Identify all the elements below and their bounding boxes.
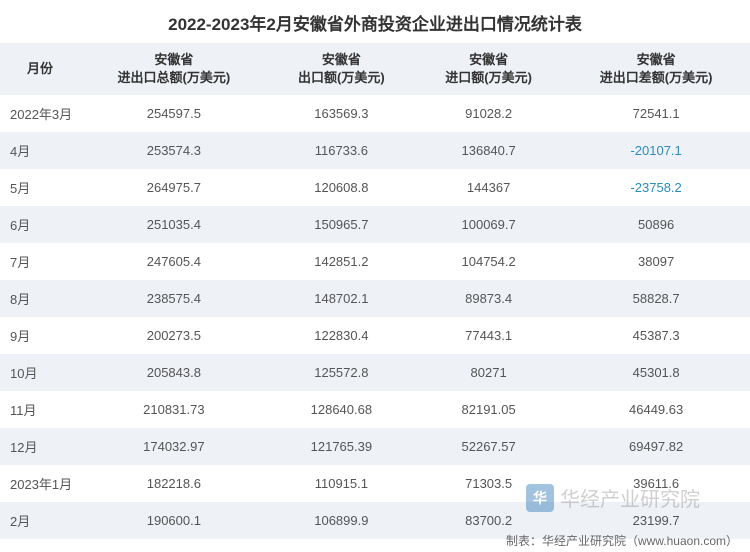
table-row: 11月210831.73128640.6882191.0546449.63: [0, 391, 750, 428]
table-row: 2022年3月254597.5163569.391028.272541.1: [0, 95, 750, 132]
cell-import: 80271: [415, 354, 562, 391]
cell-month: 2022年3月: [0, 95, 80, 132]
cell-month: 10月: [0, 354, 80, 391]
table-title: 2022-2023年2月安徽省外商投资企业进出口情况统计表: [0, 0, 750, 43]
cell-total: 182218.6: [80, 465, 268, 502]
cell-import: 82191.05: [415, 391, 562, 428]
cell-export: 116733.6: [268, 132, 415, 169]
cell-balance: 58828.7: [562, 280, 750, 317]
table-row: 4月253574.3116733.6136840.7-20107.1: [0, 132, 750, 169]
cell-total: 247605.4: [80, 243, 268, 280]
cell-export: 128640.68: [268, 391, 415, 428]
cell-import: 136840.7: [415, 132, 562, 169]
cell-balance: 45387.3: [562, 317, 750, 354]
data-table: 月份 安徽省进出口总额(万美元) 安徽省出口额(万美元) 安徽省进口额(万美元)…: [0, 43, 750, 539]
cell-export: 121765.39: [268, 428, 415, 465]
cell-month: 4月: [0, 132, 80, 169]
cell-export: 125572.8: [268, 354, 415, 391]
cell-import: 77443.1: [415, 317, 562, 354]
table-row: 5月264975.7120608.8144367-23758.2: [0, 169, 750, 206]
cell-month: 12月: [0, 428, 80, 465]
table-row: 7月247605.4142851.2104754.238097: [0, 243, 750, 280]
col-balance: 安徽省进出口差额(万美元): [562, 43, 750, 95]
cell-total: 251035.4: [80, 206, 268, 243]
table-row: 8月238575.4148702.189873.458828.7: [0, 280, 750, 317]
cell-total: 210831.73: [80, 391, 268, 428]
cell-balance: -20107.1: [562, 132, 750, 169]
cell-total: 264975.7: [80, 169, 268, 206]
table-header-row: 月份 安徽省进出口总额(万美元) 安徽省出口额(万美元) 安徽省进口额(万美元)…: [0, 43, 750, 95]
cell-month: 8月: [0, 280, 80, 317]
cell-balance: -23758.2: [562, 169, 750, 206]
cell-import: 144367: [415, 169, 562, 206]
cell-import: 89873.4: [415, 280, 562, 317]
cell-month: 7月: [0, 243, 80, 280]
cell-export: 122830.4: [268, 317, 415, 354]
cell-month: 2月: [0, 502, 80, 539]
cell-export: 106899.9: [268, 502, 415, 539]
cell-export: 150965.7: [268, 206, 415, 243]
cell-total: 200273.5: [80, 317, 268, 354]
cell-total: 254597.5: [80, 95, 268, 132]
cell-month: 2023年1月: [0, 465, 80, 502]
cell-total: 238575.4: [80, 280, 268, 317]
cell-balance: 50896: [562, 206, 750, 243]
cell-balance: 38097: [562, 243, 750, 280]
cell-month: 9月: [0, 317, 80, 354]
table-container: 2022-2023年2月安徽省外商投资企业进出口情况统计表 月份 安徽省进出口总…: [0, 0, 750, 539]
cell-total: 174032.97: [80, 428, 268, 465]
watermark-text: 华经产业研究院: [560, 483, 700, 512]
watermark: 华 华经产业研究院: [526, 483, 700, 512]
table-row: 12月174032.97121765.3952267.5769497.82: [0, 428, 750, 465]
table-row: 6月251035.4150965.7100069.750896: [0, 206, 750, 243]
col-month: 月份: [0, 43, 80, 95]
cell-balance: 69497.82: [562, 428, 750, 465]
cell-import: 104754.2: [415, 243, 562, 280]
footer-credit: 制表：华经产业研究院（www.huaon.com）: [506, 532, 738, 549]
cell-balance: 46449.63: [562, 391, 750, 428]
watermark-icon: 华: [526, 484, 554, 512]
cell-balance: 72541.1: [562, 95, 750, 132]
cell-import: 91028.2: [415, 95, 562, 132]
cell-export: 120608.8: [268, 169, 415, 206]
cell-import: 52267.57: [415, 428, 562, 465]
table-row: 9月200273.5122830.477443.145387.3: [0, 317, 750, 354]
col-export: 安徽省出口额(万美元): [268, 43, 415, 95]
cell-total: 253574.3: [80, 132, 268, 169]
cell-month: 11月: [0, 391, 80, 428]
cell-import: 100069.7: [415, 206, 562, 243]
cell-month: 5月: [0, 169, 80, 206]
cell-export: 148702.1: [268, 280, 415, 317]
cell-total: 205843.8: [80, 354, 268, 391]
cell-export: 110915.1: [268, 465, 415, 502]
col-total: 安徽省进出口总额(万美元): [80, 43, 268, 95]
cell-export: 163569.3: [268, 95, 415, 132]
cell-total: 190600.1: [80, 502, 268, 539]
cell-balance: 45301.8: [562, 354, 750, 391]
col-import: 安徽省进口额(万美元): [415, 43, 562, 95]
cell-export: 142851.2: [268, 243, 415, 280]
table-row: 10月205843.8125572.88027145301.8: [0, 354, 750, 391]
cell-month: 6月: [0, 206, 80, 243]
